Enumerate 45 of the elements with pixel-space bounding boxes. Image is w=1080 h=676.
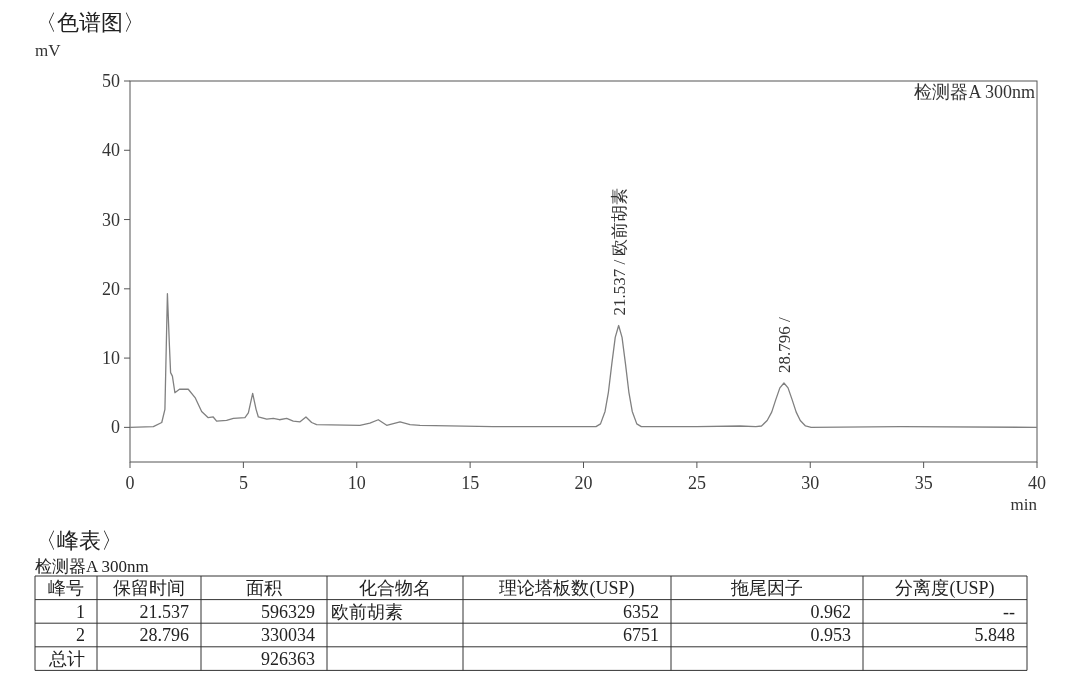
text: 2: [76, 625, 85, 646]
text: 面积: [246, 578, 282, 598]
text: 6352: [623, 601, 659, 622]
text: 0.962: [810, 601, 851, 622]
x-tick-label: 25: [687, 473, 706, 493]
x-tick-label: 0: [125, 473, 135, 493]
y-tick-label: 30: [102, 209, 120, 230]
text: --: [1003, 601, 1015, 622]
text: 1: [76, 601, 85, 622]
text: 21.537: [139, 601, 189, 622]
x-tick-label: 15: [461, 473, 480, 493]
y-tick-label: 20: [102, 278, 120, 299]
y-tick-label: 40: [102, 140, 120, 161]
text: 总计: [48, 648, 85, 669]
annotation: 检测器A 300nm: [914, 82, 1035, 102]
x-tick-label: 10: [347, 473, 366, 493]
chart-title: 〈色谱图〉: [35, 10, 145, 35]
annotation: 21.537 / 欧前胡素: [610, 187, 630, 316]
text: 330034: [261, 625, 315, 646]
text: 0.953: [810, 625, 851, 646]
y-tick-label: 0: [111, 417, 120, 438]
text: 欧前胡素: [331, 601, 403, 622]
text: 28.796: [139, 625, 189, 646]
x-axis-title: min: [1010, 495, 1038, 514]
annotation: 28.796 /: [774, 317, 794, 374]
text: 596329: [261, 601, 315, 622]
text: 拖尾因子: [730, 578, 803, 598]
text: 化合物名: [359, 578, 431, 598]
text: 理论塔板数(USP): [499, 578, 635, 599]
y-tick-label: 50: [102, 71, 120, 91]
text: 检测器A 300nm: [35, 557, 149, 576]
x-tick-label: 35: [914, 473, 933, 493]
text: 〈峰表〉: [35, 528, 123, 553]
text: 保留时间: [113, 578, 185, 598]
x-tick-label: 20: [574, 473, 593, 493]
x-tick-label: 30: [801, 473, 820, 493]
text: 5.848: [974, 625, 1015, 646]
y-tick-label: 10: [102, 348, 120, 369]
text: 926363: [261, 648, 315, 669]
x-tick-label: 5: [238, 473, 248, 493]
text: 分离度(USP): [895, 578, 995, 599]
text: 峰号: [48, 578, 84, 598]
y-axis-title: mV: [35, 41, 62, 60]
x-tick-label: 40: [1028, 473, 1046, 493]
text: 6751: [623, 625, 659, 646]
